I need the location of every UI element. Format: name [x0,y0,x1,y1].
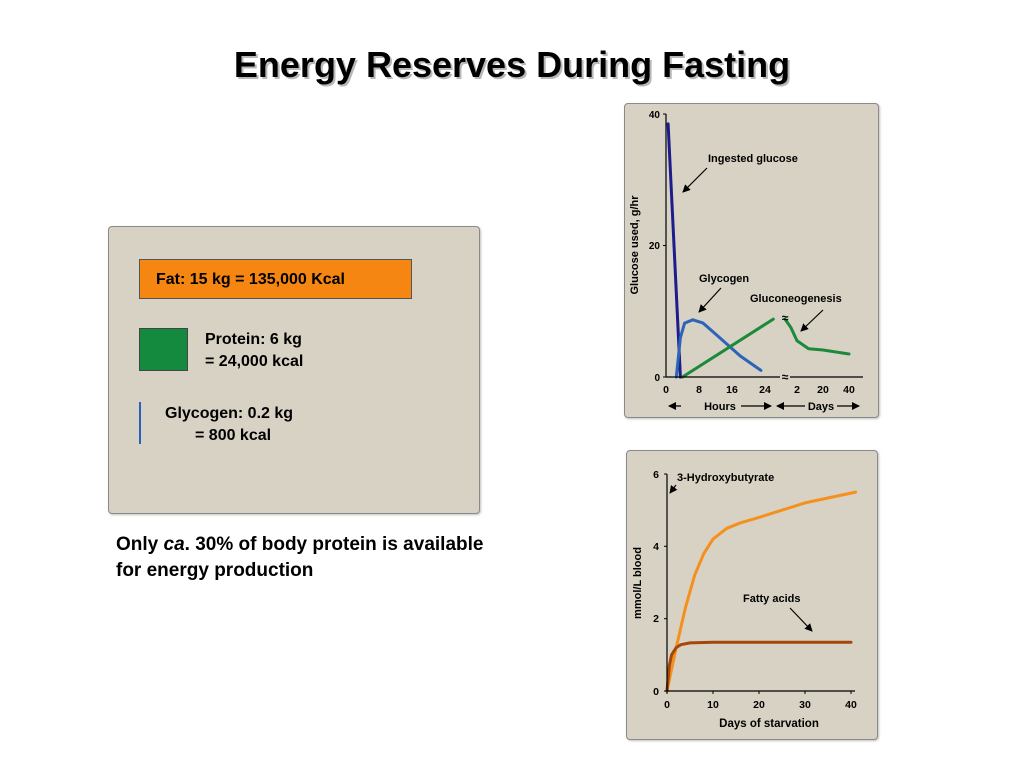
x-axis-label-hours: Hours [704,401,736,413]
y-ticks [663,113,666,378]
series-line-gluconeogenesis-hours [681,317,775,379]
slide-title: Energy Reserves During Fasting [233,44,791,85]
annotation-fatty-acids: Fatty acids [743,593,800,605]
y-tick-label-0: 0 [653,686,659,698]
protein-swatch [139,328,188,371]
blood-metabolites-chart: 0 2 4 6 0 10 20 30 40 Days of starvation… [632,469,858,730]
x-axis-label: Days of starvation [719,718,819,730]
annotation-gluconeogenesis: Gluconeogenesis [750,293,842,305]
y-tick-label-40: 40 [649,110,661,121]
glucose-usage-chart-panel: ≈ ≈ 0 20 40 Glucose used, g/hr 0 8 16 24… [624,103,879,418]
annotation-arrow [682,167,708,193]
x-ticks [666,691,852,694]
y-ticks [664,473,667,692]
annotation-glycogen: Glycogen [699,273,749,285]
x-tick-label-h8: 8 [696,384,702,396]
y-tick-label-20: 20 [649,241,661,252]
glucose-usage-chart: ≈ ≈ 0 20 40 Glucose used, g/hr 0 8 16 24… [629,110,863,413]
annotation-arrow [789,607,813,632]
y-tick-label-2: 2 [653,613,659,625]
series-line-gluconeogenesis-days [783,317,851,356]
x-tick-label-30: 30 [799,699,811,711]
annotation-arrow [800,309,824,332]
x-tick-label-40: 40 [845,699,857,711]
glycogen-reserve-label: Glycogen: 0.2 kg = 800 kcal [165,403,293,447]
annotation-arrow [698,287,722,313]
glycogen-energy: = 800 kcal [195,427,272,444]
y-tick-label-0: 0 [654,373,660,384]
energy-reserves-panel: Fat: 15 kg = 135,000 Kcal Protein: 6 kg … [108,226,480,514]
note-suffix: . 30% of body protein is available for e… [116,534,484,581]
annotation-ingested-glucose: Ingested glucose [708,153,798,165]
x-tick-label-0: 0 [664,699,670,711]
protein-amount: Protein: 6 kg [205,331,302,348]
y-tick-label-4: 4 [653,541,659,553]
x-tick-label-h24: 24 [759,384,771,396]
series-line-ingested-glucose-hours [666,122,682,379]
x-tick-label-d40: 40 [843,384,855,396]
y-axis-label: Glucose used, g/hr [629,195,641,295]
glycogen-swatch [139,402,141,444]
x-tick-label-d2: 2 [794,384,800,396]
note-ca: ca [163,534,185,555]
series-line-3-hydroxybutyrate [665,490,858,693]
x-tick-label-20: 20 [753,699,765,711]
note-prefix: Only [116,534,164,555]
annotation-arrow [669,484,678,494]
x-tick-label-h16: 16 [726,384,738,396]
series-line-fatty-acids [665,640,853,693]
x-tick-label-10: 10 [707,699,719,711]
annotation-3-hydroxybutyrate: 3-Hydroxybutyrate [677,472,774,484]
y-axis-label: mmol/L blood [632,547,644,619]
fat-reserve-box: Fat: 15 kg = 135,000 Kcal [139,259,412,299]
glycogen-amount: Glycogen: 0.2 kg [165,405,294,422]
protein-reserve-label: Protein: 6 kg = 24,000 kcal [205,329,303,373]
x-tick-label-d20: 20 [817,384,829,396]
axis-break-top: ≈ [782,311,789,325]
blood-metabolites-chart-panel: 0 2 4 6 0 10 20 30 40 Days of starvation… [626,450,878,740]
x-axis-label-days: Days [808,401,834,413]
y-tick-label-6: 6 [653,469,659,481]
protein-energy: = 24,000 kcal [205,353,304,370]
protein-availability-note: Only ca. 30% of body protein is availabl… [116,532,496,584]
series-line-glycogen-hours [674,318,763,379]
x-tick-label-h0: 0 [663,384,669,396]
axis-break-bottom: ≈ [782,370,789,384]
